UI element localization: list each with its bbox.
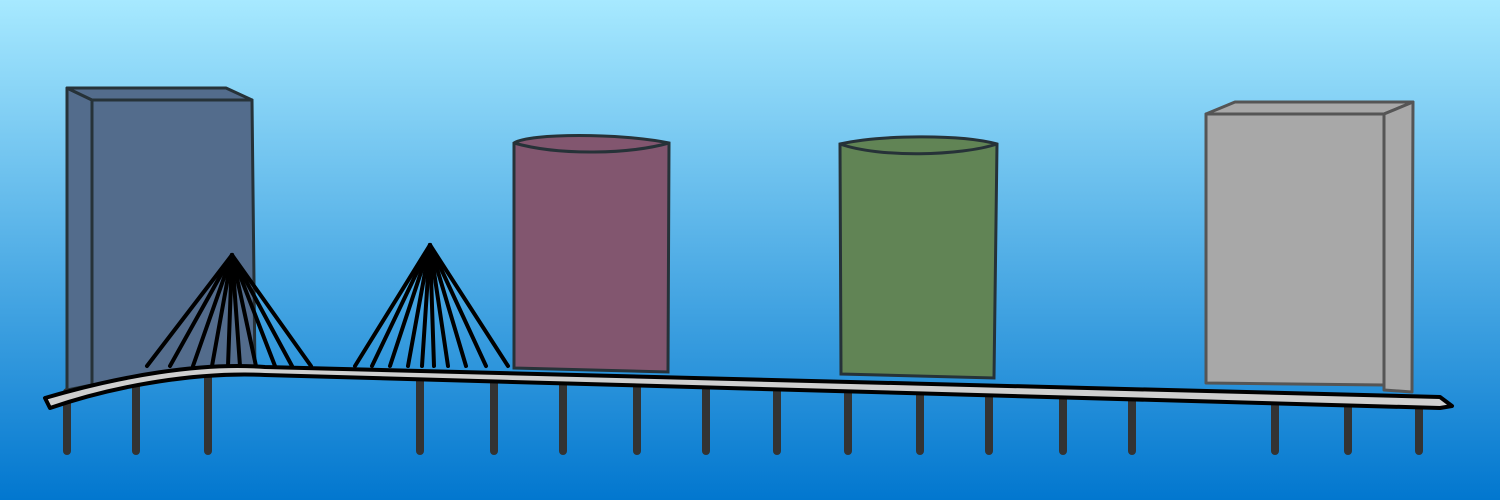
- cylinder-top-ellipse: [839, 142, 998, 156]
- bridge-cable: [428, 243, 436, 368]
- bridge-cable: [230, 253, 294, 368]
- bridge-cable: [145, 253, 234, 368]
- building-front-face: [65, 86, 94, 392]
- bridge-cable: [370, 243, 432, 368]
- bridge-cable: [210, 253, 234, 368]
- bridge-cable: [230, 253, 242, 368]
- building-cylinder-green: [838, 135, 999, 380]
- bridge-cable: [428, 243, 450, 368]
- bridge-cable: [428, 243, 510, 368]
- building-front-face: [1204, 112, 1386, 387]
- bridge-cable: [230, 253, 277, 368]
- bridge-deck: [43, 363, 1454, 410]
- cable-tower-left: [145, 253, 313, 368]
- building-side-face: [1382, 100, 1415, 394]
- bridge-cable: [168, 253, 234, 368]
- building-top-face: [65, 86, 254, 102]
- cylinder-top-ellipse: [513, 141, 670, 154]
- building-top-face: [1204, 100, 1415, 116]
- building-cylinder-purple: [512, 134, 671, 374]
- bridge-cable: [406, 243, 432, 368]
- bridge-cable: [388, 243, 432, 368]
- bridge-cable: [428, 243, 488, 368]
- cylinder-body: [512, 134, 671, 374]
- building-box-gray: [1204, 100, 1415, 394]
- bridge-cable: [230, 253, 258, 368]
- cylinder-body: [838, 135, 999, 380]
- bridge-cable: [353, 243, 432, 368]
- bridge-cable: [428, 243, 468, 368]
- bridge-cable: [230, 253, 313, 368]
- bridge-cable: [191, 253, 234, 368]
- cable-tower-right: [353, 243, 510, 368]
- bridge-pillars: [63, 369, 1423, 455]
